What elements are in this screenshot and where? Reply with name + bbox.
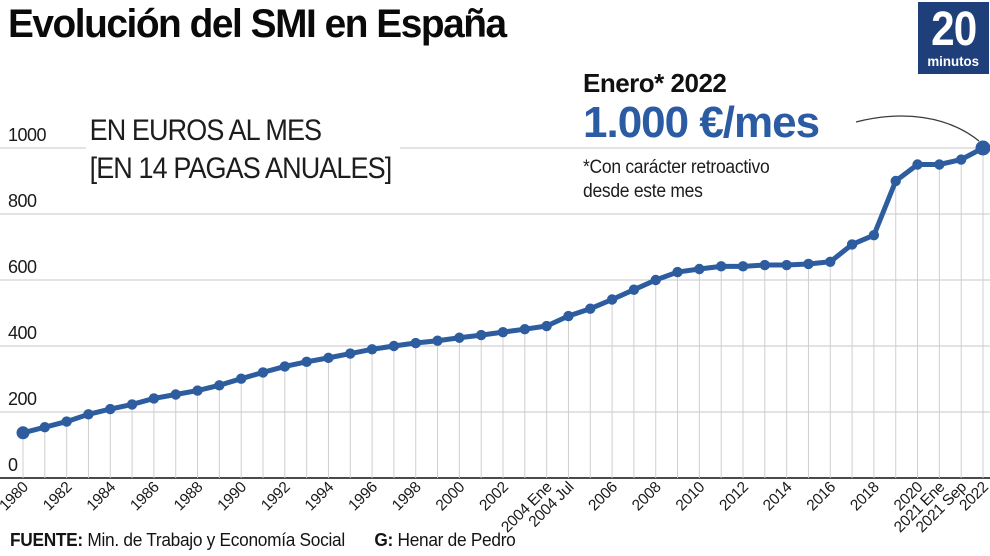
data-point xyxy=(214,380,225,391)
y-tick-label: 600 xyxy=(8,257,37,277)
y-axis-unit-line2: [EN 14 PAGAS ANUALES] xyxy=(89,151,393,185)
data-point xyxy=(345,348,356,359)
data-point xyxy=(497,326,509,338)
x-tick-label: 2018 xyxy=(847,479,883,515)
data-point xyxy=(454,332,465,343)
x-tick-label: 2016 xyxy=(804,479,840,515)
data-point xyxy=(39,421,51,433)
x-tick-label: 1984 xyxy=(84,478,120,514)
x-tick-label: 1992 xyxy=(258,479,294,515)
y-tick-label: 400 xyxy=(8,323,37,343)
data-point xyxy=(781,259,792,271)
data-point xyxy=(803,258,814,270)
data-point xyxy=(235,373,247,384)
footer-credit-text: Henar de Pedro xyxy=(397,530,516,550)
data-point xyxy=(105,403,116,415)
x-tick-label: 2000 xyxy=(433,478,469,514)
data-point xyxy=(825,256,836,267)
x-tick-label: 1994 xyxy=(302,478,338,514)
x-tick-label: 1998 xyxy=(389,479,425,515)
x-tick-label: 2002 xyxy=(476,479,512,515)
data-point xyxy=(563,310,574,322)
annotation-note: *Con carácter retroactivo desde este mes xyxy=(583,156,800,205)
x-tick-label: 2014 xyxy=(760,478,796,514)
data-point xyxy=(890,175,901,187)
y-tick-label: 200 xyxy=(8,389,37,409)
data-point xyxy=(672,266,683,278)
data-point xyxy=(432,335,443,346)
x-tick-label: 1986 xyxy=(127,479,163,515)
y-tick-label: 800 xyxy=(8,191,37,211)
data-point xyxy=(323,352,334,364)
y-tick-label: 0 xyxy=(8,455,18,475)
data-point xyxy=(257,367,269,378)
data-point xyxy=(61,416,72,427)
data-point xyxy=(585,303,596,314)
data-point xyxy=(650,274,661,286)
annotation-date: Enero* 2022 xyxy=(583,68,727,98)
footer-credit-label: G: xyxy=(374,530,394,550)
data-point xyxy=(170,389,181,400)
data-point xyxy=(715,261,727,272)
y-axis-unit-label: EN EUROS AL MES [EN 14 PAGAS ANUALES] xyxy=(86,110,401,191)
y-axis-unit-line1: EN EUROS AL MES xyxy=(89,114,322,147)
x-tick-label: 2010 xyxy=(673,478,709,514)
data-point xyxy=(83,409,94,420)
page-title: Evolución del SMI en España xyxy=(8,2,507,46)
data-point xyxy=(410,337,421,349)
annotation-value: 1.000 €/mes xyxy=(583,97,820,147)
data-point xyxy=(475,329,487,341)
y-tick-label: 1000 xyxy=(8,125,47,145)
data-point xyxy=(606,294,618,305)
data-point xyxy=(955,154,967,165)
data-point xyxy=(737,261,749,272)
data-point xyxy=(16,426,30,440)
x-tick-label: 1990 xyxy=(214,478,250,514)
x-tick-label: 2006 xyxy=(585,479,621,515)
latest-value-annotation: Enero* 2022 1.000 €/mes *Con carácter re… xyxy=(583,68,820,205)
brand-logo-word: minutos xyxy=(927,52,980,69)
footer-source-text: Min. de Trabajo y Economía Social xyxy=(87,530,345,550)
data-point xyxy=(759,259,771,271)
x-tick-label: 1996 xyxy=(345,479,381,515)
data-point xyxy=(388,340,400,352)
annotation-callout-line xyxy=(855,115,980,142)
data-point xyxy=(301,356,312,368)
data-point xyxy=(934,159,945,170)
x-tick-label: 1982 xyxy=(40,479,76,515)
data-point xyxy=(519,323,531,335)
data-point xyxy=(846,239,858,250)
annotation-note-line1: *Con carácter retroactivo xyxy=(583,157,770,179)
data-point xyxy=(541,320,552,332)
x-tick-label: 2012 xyxy=(716,479,752,515)
footer-source-label: FUENTE: xyxy=(10,530,83,550)
data-point xyxy=(628,284,640,295)
data-point xyxy=(279,361,291,372)
data-point xyxy=(975,140,990,156)
x-tick-label: 2008 xyxy=(629,479,665,515)
x-tick-label: 1980 xyxy=(0,478,32,514)
data-point xyxy=(192,385,203,396)
brand-logo-number: 20 xyxy=(930,3,977,57)
data-point xyxy=(694,263,705,275)
data-point xyxy=(366,344,378,355)
x-tick-label: 1988 xyxy=(171,479,207,515)
annotation-note-line2: desde este mes xyxy=(583,181,703,203)
data-point xyxy=(868,229,880,241)
data-point xyxy=(148,393,160,404)
data-point xyxy=(912,159,923,170)
footer-credits: FUENTE: Min. de Trabajo y Economía Socia… xyxy=(10,530,516,551)
brand-logo-20minutos: 20 minutos xyxy=(918,2,989,74)
data-point xyxy=(126,399,138,410)
